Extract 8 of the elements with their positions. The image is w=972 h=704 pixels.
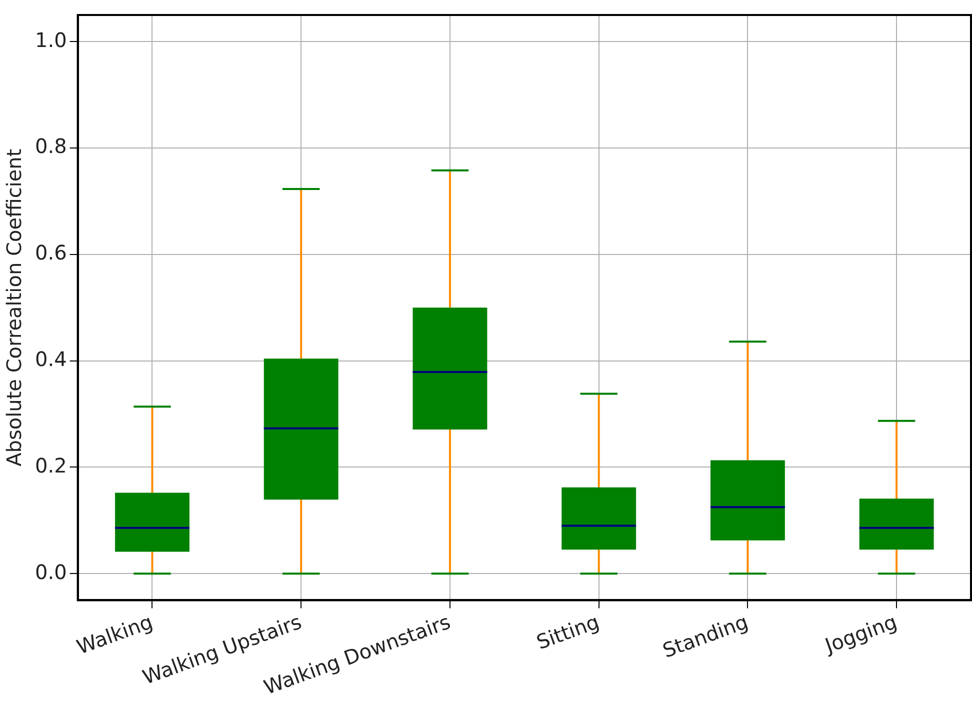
y-tick-label: 1.0 [34,28,67,52]
y-tick-label: 0.2 [34,453,67,478]
x-tick-label: Sitting [533,610,602,654]
y-tick-label: 0.4 [34,347,67,372]
y-tick-label: 0.6 [34,240,67,265]
y-tick-label: 0.0 [34,560,67,584]
y-tick-label: 0.8 [34,134,67,158]
y-axis-title: Absolute Correaltion Coefficient [2,148,26,466]
